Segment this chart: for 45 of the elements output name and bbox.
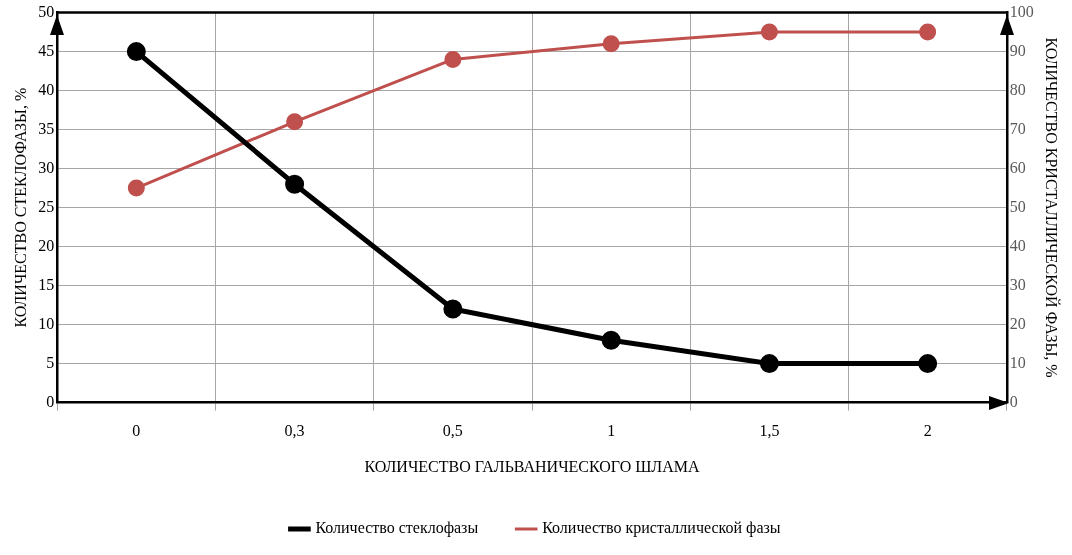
- legend-label: Количество кристаллической фазы: [542, 519, 781, 538]
- point: [126, 42, 146, 62]
- y2-tick-label: 100: [1009, 2, 1034, 20]
- point: [443, 299, 463, 319]
- y-tick-label: 0: [46, 392, 55, 410]
- x-tick-label: 0: [132, 422, 141, 440]
- x-tick-label: 0,5: [442, 422, 463, 440]
- y-tick-label: 45: [38, 41, 55, 59]
- y2-tick-label: 20: [1009, 314, 1026, 332]
- point: [285, 174, 305, 194]
- point: [127, 179, 145, 197]
- legend-label: Количество стеклофазы: [315, 519, 479, 538]
- point: [286, 113, 304, 131]
- point: [918, 354, 938, 374]
- y-tick-label: 10: [38, 314, 55, 332]
- y-tick-label: 5: [46, 353, 55, 371]
- y2-axis-title: КОЛИЧЕСТВО КРИСТАЛЛИЧЕСКОЙ ФАЗЫ, %: [1043, 37, 1062, 378]
- y-tick-label: 40: [38, 80, 55, 98]
- point: [919, 23, 937, 41]
- y-tick-label: 30: [38, 158, 55, 176]
- y-tick-label: 15: [38, 275, 55, 293]
- y2-tick-label: 50: [1009, 197, 1026, 215]
- y2-tick-label: 0: [1009, 392, 1018, 410]
- y2-tick-label: 70: [1009, 119, 1026, 137]
- y-axis-title: КОЛИЧЕСТВО СТЕКЛОФАЗЫ, %: [11, 87, 29, 328]
- y-tick-label: 20: [38, 236, 55, 254]
- x-tick-label: 1,5: [759, 422, 780, 440]
- y-tick-label: 50: [38, 2, 55, 20]
- point: [601, 330, 621, 350]
- x-axis-title: КОЛИЧЕСТВО ГАЛЬВАНИЧЕСКОГО ШЛАМА: [364, 457, 700, 475]
- y-tick-label: 25: [38, 197, 55, 215]
- y-tick-label: 35: [38, 119, 55, 137]
- y2-tick-label: 80: [1009, 80, 1026, 98]
- y2-tick-label: 10: [1009, 353, 1026, 371]
- point: [759, 354, 779, 374]
- x-tick-label: 0,3: [284, 422, 305, 440]
- x-tick-label: 1: [607, 422, 616, 440]
- point: [760, 23, 778, 41]
- y2-tick-label: 30: [1009, 275, 1026, 293]
- point: [444, 50, 462, 68]
- y2-tick-label: 60: [1009, 158, 1026, 176]
- y2-tick-label: 90: [1009, 41, 1026, 59]
- x-tick-label: 2: [923, 422, 932, 440]
- point: [602, 35, 620, 53]
- y2-tick-label: 40: [1009, 236, 1026, 254]
